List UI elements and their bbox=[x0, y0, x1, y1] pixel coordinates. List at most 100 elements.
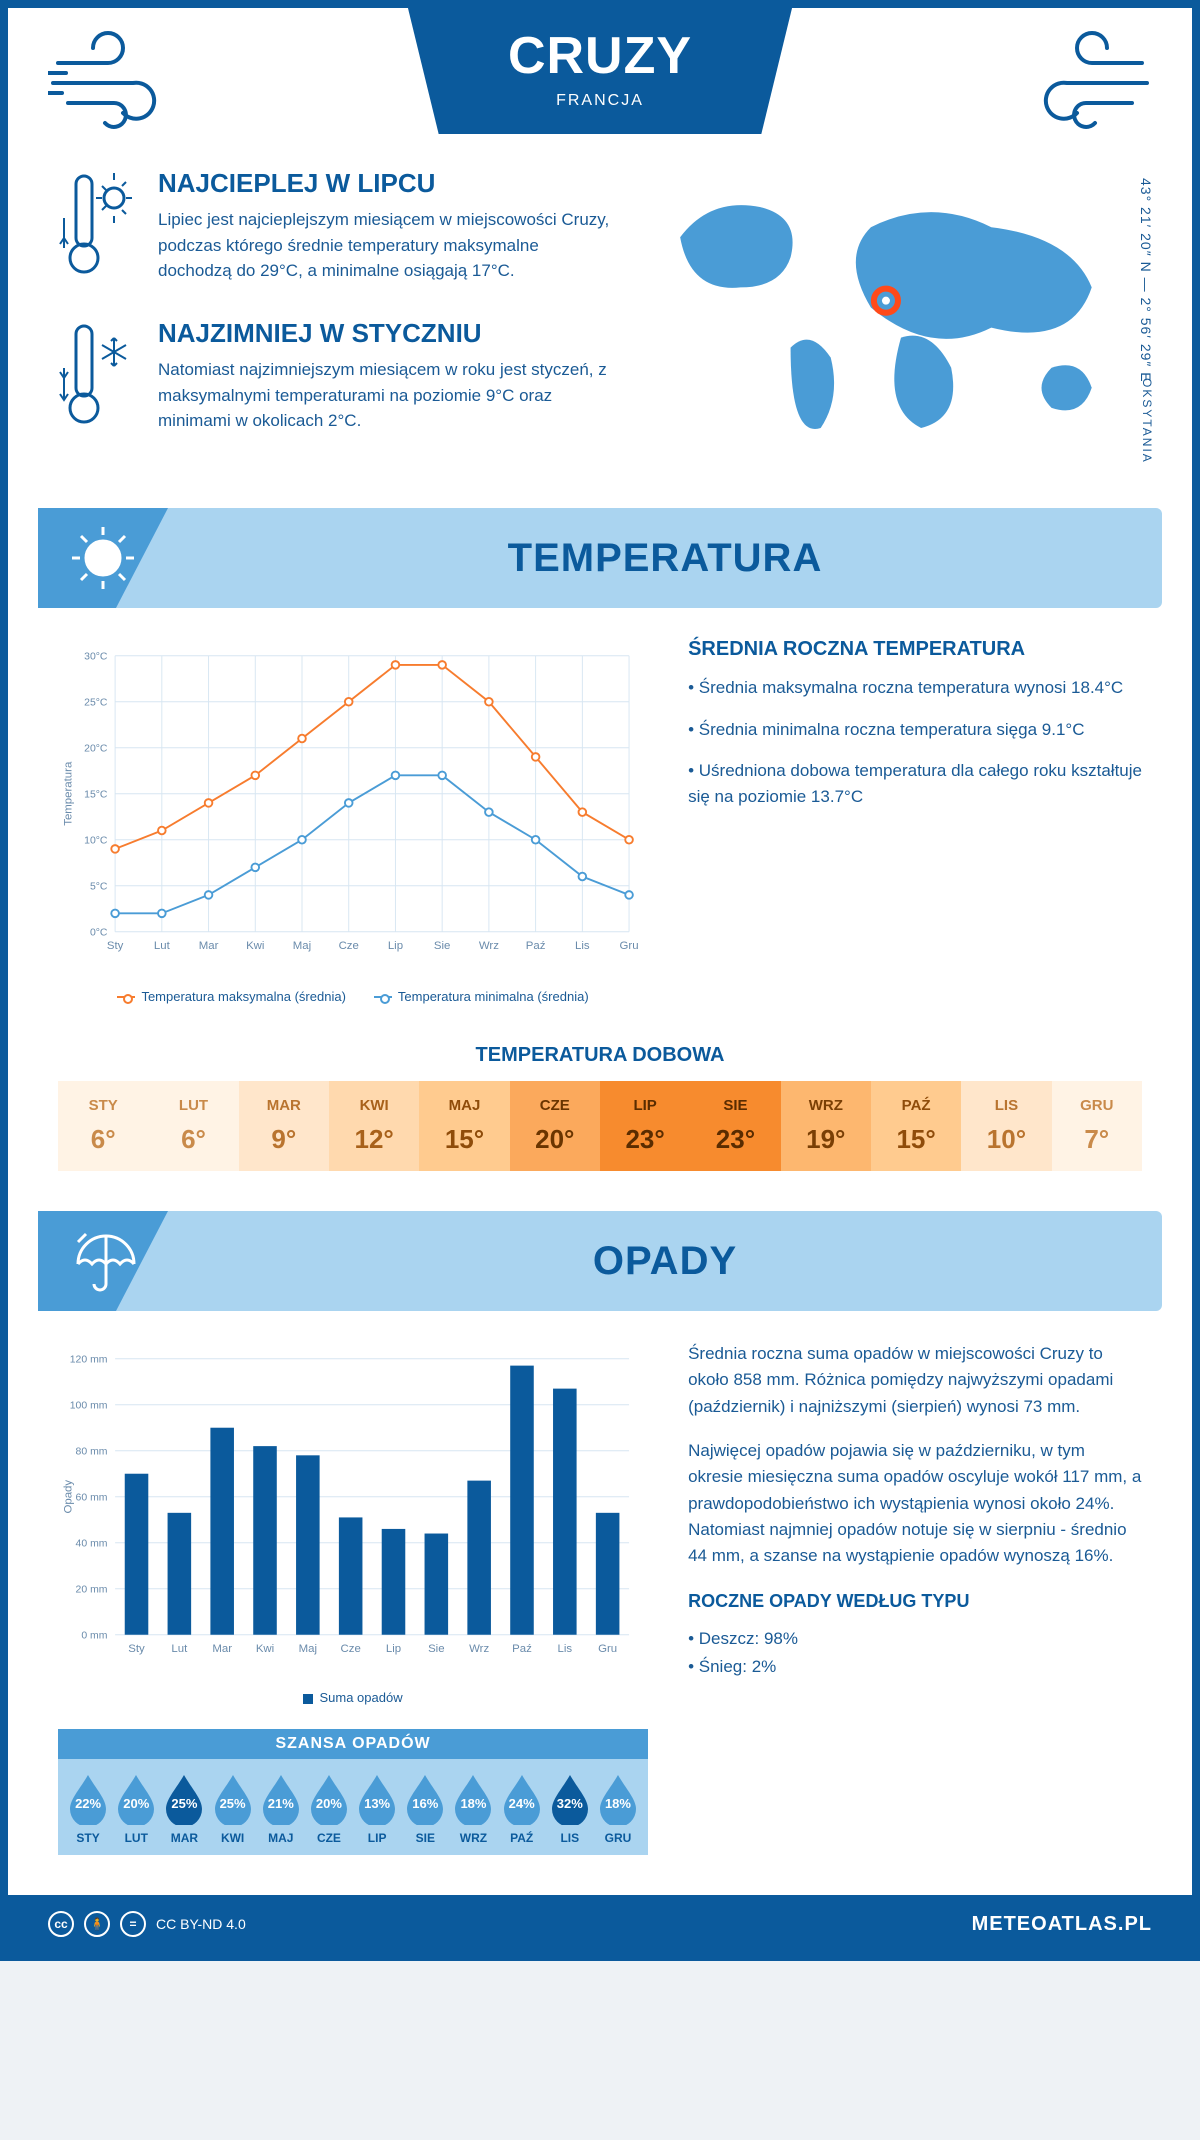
thermometer-hot-icon bbox=[58, 168, 138, 288]
precip-section-title: OPADY bbox=[168, 1239, 1162, 1284]
precipitation-bar-chart: 0 mm20 mm40 mm60 mm80 mm100 mm120 mmOpad… bbox=[58, 1341, 648, 1855]
svg-text:40 mm: 40 mm bbox=[76, 1539, 108, 1550]
thermometer-cold-icon bbox=[58, 318, 138, 438]
world-map-icon bbox=[640, 177, 1142, 458]
precip-paragraph: Najwięcej opadów pojawia się w październ… bbox=[688, 1438, 1142, 1570]
fact-hot-title: NAJCIEPLEJ W LIPCU bbox=[158, 168, 610, 199]
svg-text:Lut: Lut bbox=[171, 1643, 188, 1655]
legend-min: Temperatura minimalna (średnia) bbox=[398, 989, 589, 1004]
svg-text:Cze: Cze bbox=[341, 1643, 361, 1655]
daily-temp-cell: LUT6° bbox=[148, 1081, 238, 1171]
svg-text:Kwi: Kwi bbox=[246, 940, 264, 952]
svg-text:Sie: Sie bbox=[434, 940, 451, 952]
daily-temp-title: TEMPERATURA DOBOWA bbox=[8, 1044, 1192, 1067]
by-icon: 🧍 bbox=[84, 1911, 110, 1937]
raindrop-icon: 20% bbox=[114, 1773, 158, 1825]
svg-text:Lis: Lis bbox=[558, 1643, 573, 1655]
annual-bullet: • Średnia maksymalna roczna temperatura … bbox=[688, 675, 1142, 701]
daily-temp-cell: SIE23° bbox=[690, 1081, 780, 1171]
license-text: CC BY-ND 4.0 bbox=[156, 1916, 246, 1932]
rain-chance-cell: 22%STY bbox=[64, 1773, 112, 1845]
svg-text:20°C: 20°C bbox=[84, 744, 108, 755]
raindrop-icon: 20% bbox=[307, 1773, 351, 1825]
svg-text:Mar: Mar bbox=[199, 940, 219, 952]
svg-text:Paź: Paź bbox=[512, 1643, 532, 1655]
license-block: cc 🧍 = CC BY-ND 4.0 bbox=[48, 1911, 246, 1937]
svg-text:30°C: 30°C bbox=[84, 652, 108, 663]
cc-icon: cc bbox=[48, 1911, 74, 1937]
footer: cc 🧍 = CC BY-ND 4.0 METEOATLAS.PL bbox=[8, 1895, 1192, 1953]
daily-temp-cell: LIS10° bbox=[961, 1081, 1051, 1171]
annual-temp-title: ŚREDNIA ROCZNA TEMPERATURA bbox=[688, 638, 1142, 661]
section-header-precip: OPADY bbox=[38, 1211, 1162, 1311]
svg-text:Gru: Gru bbox=[598, 1643, 617, 1655]
fact-hot-text: Lipiec jest najcieplejszym miesiącem w m… bbox=[158, 207, 610, 284]
raindrop-icon: 24% bbox=[500, 1773, 544, 1825]
svg-text:Wrz: Wrz bbox=[469, 1643, 489, 1655]
svg-text:60 mm: 60 mm bbox=[76, 1493, 108, 1504]
precip-paragraph: Średnia roczna suma opadów w miejscowośc… bbox=[688, 1341, 1142, 1420]
city-name: CRUZY bbox=[508, 26, 692, 86]
svg-text:Maj: Maj bbox=[299, 1643, 317, 1655]
rain-chance-cell: 18%GRU bbox=[594, 1773, 642, 1845]
daily-temperature-row: STY6°LUT6°MAR9°KWI12°MAJ15°CZE20°LIP23°S… bbox=[58, 1081, 1142, 1171]
svg-text:Gru: Gru bbox=[620, 940, 639, 952]
svg-text:25°C: 25°C bbox=[84, 698, 108, 709]
daily-temp-cell: WRZ19° bbox=[781, 1081, 871, 1171]
fact-warmest: NAJCIEPLEJ W LIPCU Lipiec jest najcieple… bbox=[58, 168, 610, 288]
svg-text:Maj: Maj bbox=[293, 940, 311, 952]
svg-text:Wrz: Wrz bbox=[479, 940, 499, 952]
fact-cold-title: NAJZIMNIEJ W STYCZNIU bbox=[158, 318, 610, 349]
coordinates: 43° 21′ 20″ N — 2° 56′ 29″ E bbox=[1138, 178, 1154, 383]
svg-text:0°C: 0°C bbox=[90, 928, 108, 939]
rain-chance-panel: SZANSA OPADÓW 22%STY 20%LUT 25%MAR 25%KW… bbox=[58, 1729, 648, 1855]
daily-temp-cell: PAŹ15° bbox=[871, 1081, 961, 1171]
wind-icon-left bbox=[48, 28, 188, 138]
svg-text:Lut: Lut bbox=[154, 940, 171, 952]
svg-text:Sty: Sty bbox=[128, 1643, 145, 1655]
precip-by-type-title: ROCZNE OPADY WEDŁUG TYPU bbox=[688, 1588, 1142, 1616]
section-header-temperature: TEMPERATURA bbox=[38, 508, 1162, 608]
svg-text:100 mm: 100 mm bbox=[70, 1401, 108, 1412]
precipitation-text: Średnia roczna suma opadów w miejscowośc… bbox=[688, 1341, 1142, 1855]
daily-temp-cell: MAJ15° bbox=[419, 1081, 509, 1171]
site-name: METEOATLAS.PL bbox=[972, 1913, 1152, 1936]
rain-chance-cell: 18%WRZ bbox=[449, 1773, 497, 1845]
raindrop-icon: 21% bbox=[259, 1773, 303, 1825]
rain-chance-cell: 20%LUT bbox=[112, 1773, 160, 1845]
rain-chance-cell: 21%MAJ bbox=[257, 1773, 305, 1845]
svg-text:Temperatura: Temperatura bbox=[62, 761, 74, 826]
svg-text:120 mm: 120 mm bbox=[70, 1355, 108, 1366]
fact-cold-text: Natomiast najzimniejszym miesiącem w rok… bbox=[158, 357, 610, 434]
svg-text:Lis: Lis bbox=[575, 940, 590, 952]
wind-icon-right bbox=[1012, 28, 1152, 138]
world-map-container: 43° 21′ 20″ N — 2° 56′ 29″ E OKSYTANIA bbox=[640, 168, 1142, 468]
daily-temp-cell: MAR9° bbox=[239, 1081, 329, 1171]
infographic-page: CRUZY FRANCJA bbox=[0, 0, 1200, 1961]
rain-chance-cell: 25%MAR bbox=[160, 1773, 208, 1845]
daily-temp-cell: KWI12° bbox=[329, 1081, 419, 1171]
svg-text:80 mm: 80 mm bbox=[76, 1447, 108, 1458]
svg-text:15°C: 15°C bbox=[84, 790, 108, 801]
daily-temp-cell: LIP23° bbox=[600, 1081, 690, 1171]
raindrop-icon: 22% bbox=[66, 1773, 110, 1825]
raindrop-icon: 18% bbox=[451, 1773, 495, 1825]
country-name: FRANCJA bbox=[508, 92, 692, 110]
rain-chance-cell: 32%LIS bbox=[546, 1773, 594, 1845]
precip-chart-legend: Suma opadów bbox=[58, 1690, 648, 1705]
nd-icon: = bbox=[120, 1911, 146, 1937]
svg-text:20 mm: 20 mm bbox=[76, 1585, 108, 1596]
svg-text:Cze: Cze bbox=[339, 940, 359, 952]
temperature-line-chart: 0°C5°C10°C15°C20°C25°C30°CStyLutMarKwiMa… bbox=[58, 638, 648, 1004]
raindrop-icon: 16% bbox=[403, 1773, 447, 1825]
precip-type-bullet: • Śnieg: 2% bbox=[688, 1654, 1142, 1680]
temp-chart-legend: Temperatura maksymalna (średnia) Tempera… bbox=[58, 989, 648, 1004]
rain-chance-cell: 16%SIE bbox=[401, 1773, 449, 1845]
raindrop-icon: 32% bbox=[548, 1773, 592, 1825]
sun-icon bbox=[68, 523, 138, 593]
svg-text:Mar: Mar bbox=[212, 1643, 232, 1655]
svg-text:Lip: Lip bbox=[388, 940, 403, 952]
raindrop-icon: 13% bbox=[355, 1773, 399, 1825]
legend-max: Temperatura maksymalna (średnia) bbox=[141, 989, 345, 1004]
rain-chance-cell: 13%LIP bbox=[353, 1773, 401, 1845]
